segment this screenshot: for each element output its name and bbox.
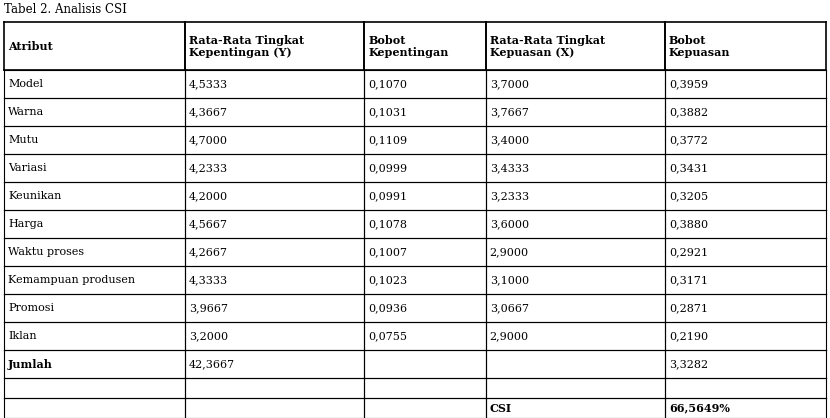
Text: Keunikan: Keunikan	[8, 191, 61, 201]
Text: 3,7000: 3,7000	[490, 79, 529, 89]
Text: 3,0667: 3,0667	[490, 303, 529, 313]
Text: 4,2000: 4,2000	[189, 191, 228, 201]
Text: 3,2000: 3,2000	[189, 331, 228, 341]
Text: Jumlah: Jumlah	[8, 359, 53, 370]
Text: 3,2333: 3,2333	[490, 191, 529, 201]
Text: Promosi: Promosi	[8, 303, 54, 313]
Text: Rata-Rata Tingkat: Rata-Rata Tingkat	[490, 36, 605, 46]
Text: 0,1031: 0,1031	[368, 107, 408, 117]
Text: Kepuasan (X): Kepuasan (X)	[490, 48, 574, 59]
Text: 0,0755: 0,0755	[368, 331, 407, 341]
Text: Kepuasan: Kepuasan	[669, 48, 730, 59]
Text: 4,5333: 4,5333	[189, 79, 228, 89]
Text: 0,0991: 0,0991	[368, 191, 408, 201]
Text: 3,1000: 3,1000	[490, 275, 529, 285]
Text: 0,0936: 0,0936	[368, 303, 408, 313]
Text: 0,2871: 0,2871	[669, 303, 708, 313]
Text: Kepentingan: Kepentingan	[368, 48, 448, 59]
Text: Variasi: Variasi	[8, 163, 46, 173]
Text: 42,3667: 42,3667	[189, 359, 235, 369]
Text: Bobot: Bobot	[669, 36, 706, 46]
Text: 0,3959: 0,3959	[669, 79, 708, 89]
Text: 0,0999: 0,0999	[368, 163, 408, 173]
Text: 0,2190: 0,2190	[669, 331, 708, 341]
Text: 2,9000: 2,9000	[490, 331, 529, 341]
Text: 4,2667: 4,2667	[189, 247, 228, 257]
Text: Warna: Warna	[8, 107, 44, 117]
Text: 0,2921: 0,2921	[669, 247, 708, 257]
Text: 4,3667: 4,3667	[189, 107, 228, 117]
Text: 4,3333: 4,3333	[189, 275, 228, 285]
Text: CSI: CSI	[490, 403, 512, 413]
Text: Bobot: Bobot	[368, 36, 405, 46]
Text: 0,1007: 0,1007	[368, 247, 407, 257]
Text: 0,1109: 0,1109	[368, 135, 408, 145]
Text: Kepentingan (Y): Kepentingan (Y)	[189, 48, 291, 59]
Text: Waktu proses: Waktu proses	[8, 247, 84, 257]
Text: 2,9000: 2,9000	[490, 247, 529, 257]
Text: 3,9667: 3,9667	[189, 303, 228, 313]
Text: 3,6000: 3,6000	[490, 219, 529, 229]
Text: 0,3171: 0,3171	[669, 275, 708, 285]
Text: Atribut: Atribut	[8, 41, 53, 51]
Text: Model: Model	[8, 79, 43, 89]
Text: 3,4333: 3,4333	[490, 163, 529, 173]
Text: 4,5667: 4,5667	[189, 219, 228, 229]
Text: 0,1078: 0,1078	[368, 219, 407, 229]
Text: 0,3431: 0,3431	[669, 163, 708, 173]
Text: 0,3772: 0,3772	[669, 135, 708, 145]
Text: 0,1023: 0,1023	[368, 275, 408, 285]
Text: Mutu: Mutu	[8, 135, 38, 145]
Text: 4,2333: 4,2333	[189, 163, 228, 173]
Text: 4,7000: 4,7000	[189, 135, 228, 145]
Text: Iklan: Iklan	[8, 331, 37, 341]
Text: 3,3282: 3,3282	[669, 359, 708, 369]
Text: 0,3882: 0,3882	[669, 107, 708, 117]
Text: Kemampuan produsen: Kemampuan produsen	[8, 275, 135, 285]
Text: 3,7667: 3,7667	[490, 107, 529, 117]
Text: 3,4000: 3,4000	[490, 135, 529, 145]
Text: Tabel 2. Analisis CSI: Tabel 2. Analisis CSI	[4, 3, 127, 16]
Text: 0,3880: 0,3880	[669, 219, 708, 229]
Text: Harga: Harga	[8, 219, 43, 229]
Text: Rata-Rata Tingkat: Rata-Rata Tingkat	[189, 36, 304, 46]
Text: 66,5649%: 66,5649%	[669, 403, 730, 413]
Text: 0,3205: 0,3205	[669, 191, 708, 201]
Text: 0,1070: 0,1070	[368, 79, 407, 89]
